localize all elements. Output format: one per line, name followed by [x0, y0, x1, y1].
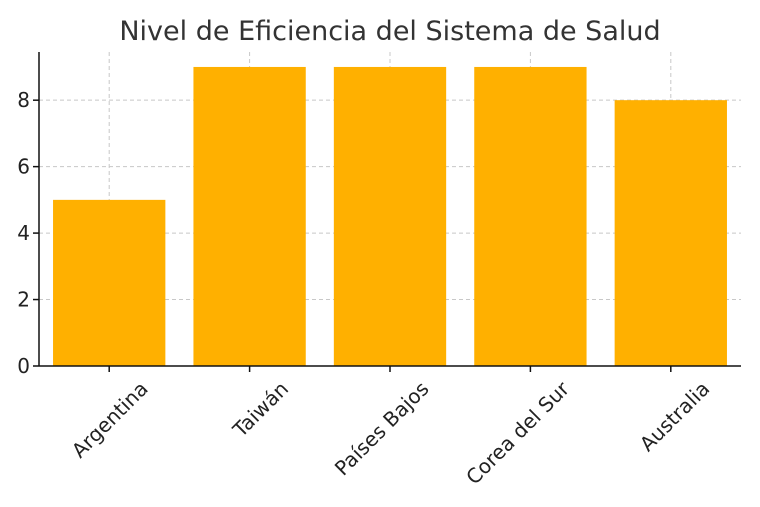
x-tick-label-3: Corea del Sur [461, 376, 574, 489]
y-tick-label-1: 2 [17, 288, 30, 312]
y-tick-label-3: 6 [17, 155, 30, 179]
y-tick-label-4: 8 [17, 88, 30, 112]
bar-layer [53, 66, 727, 366]
chart-title: Nivel de Eficiencia del Sistema de Salud [119, 16, 660, 47]
x-tick-label-0: Argentina [67, 377, 153, 463]
bar-1 [193, 66, 306, 366]
x-tick-label-4: Australia [635, 377, 715, 457]
axis-layer [33, 52, 741, 372]
bar-3 [474, 66, 587, 366]
x-tick-label-2: Países Bajos [330, 377, 434, 481]
bar-4 [614, 100, 727, 366]
bar-2 [333, 66, 447, 366]
y-tick-label-0: 0 [17, 354, 30, 378]
y-tick-label-2: 4 [17, 221, 30, 245]
bar-0 [53, 199, 166, 366]
x-tick-label-1: Taiwán [227, 377, 293, 443]
